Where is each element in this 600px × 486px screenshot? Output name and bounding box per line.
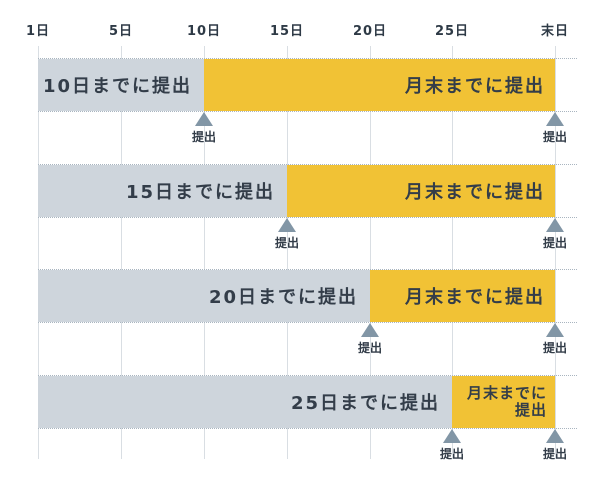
submit-marker-label: 提出 [542,236,568,250]
submit-marker-label: 提出 [542,130,568,144]
submit-arrow-icon [277,218,296,232]
late-period-label: 月末までに提出 [405,287,545,308]
early-period-label: 10日までに提出 [42,76,192,97]
early-period-bar: 20日までに提出 [38,270,370,322]
submit-marker-label: 提出 [542,447,568,461]
submit-marker-label: 提出 [357,341,383,355]
axis-label-day25: 25日 [434,24,470,39]
axis-label-day5: 5日 [108,24,134,39]
row-bottom-dotted-line [38,428,577,429]
submit-marker-lastday-row2: 提出 [543,218,567,251]
submit-arrow-icon [194,112,213,126]
timeline-row-deadline10: 10日までに提出 月末までに提出 [38,58,577,112]
submit-marker-lastday-row1: 提出 [543,112,567,145]
row-bottom-dotted-line [38,111,577,112]
gridline-day20 [370,46,371,459]
early-period-label: 25日までに提出 [290,393,440,414]
row-top-dotted-line [38,164,577,165]
axis-label-day20: 20日 [352,24,388,39]
gridline-day25 [452,46,453,459]
early-period-label: 20日までに提出 [208,287,358,308]
late-period-label: 月末までに提出 [405,182,545,203]
gridline-day15 [287,46,288,459]
submit-marker-label: 提出 [191,130,217,144]
early-period-bar: 10日までに提出 [38,59,204,111]
row-top-dotted-line [38,269,577,270]
submit-arrow-icon [545,218,564,232]
early-period-label: 15日までに提出 [125,182,275,203]
late-period-bar: 月末までに提出 [204,59,555,111]
gridline-day10 [204,46,205,459]
timeline-row-deadline20: 20日までに提出 月末までに提出 [38,269,577,323]
submit-marker-lastday-row3: 提出 [543,323,567,356]
gridline-lastday [555,46,556,459]
submit-marker-day10: 提出 [192,112,216,145]
submit-marker-label: 提出 [542,341,568,355]
row-bottom-dotted-line [38,322,577,323]
late-period-bar: 月末までに 提出 [452,376,555,428]
axis-label-day10: 10日 [186,24,222,39]
axis-label-day1: 1日 [25,24,51,39]
timeline-row-deadline25: 25日までに提出 月末までに 提出 [38,375,577,429]
submit-marker-label: 提出 [274,236,300,250]
row-top-dotted-line [38,58,577,59]
submit-arrow-icon [545,429,564,443]
submit-arrow-icon [545,112,564,126]
submit-arrow-icon [360,323,379,337]
timeline-row-deadline15: 15日までに提出 月末までに提出 [38,164,577,218]
row-top-dotted-line [38,375,577,376]
late-period-label-line2: 提出 [514,401,547,419]
axis-label-lastday: 末日 [540,24,570,39]
early-period-bar: 25日までに提出 [38,376,452,428]
late-period-label-line1: 月末までに [466,384,547,402]
gridline-day1 [38,46,39,459]
late-period-bar: 月末までに提出 [287,165,555,217]
submit-marker-day15: 提出 [275,218,299,251]
axis-label-day15: 15日 [269,24,305,39]
row-bottom-dotted-line [38,217,577,218]
submit-marker-day20: 提出 [358,323,382,356]
late-period-label: 月末までに提出 [405,76,545,97]
gridline-day5 [121,46,122,459]
early-period-bar: 15日までに提出 [38,165,287,217]
submit-marker-label: 提出 [439,447,465,461]
late-period-bar: 月末までに提出 [370,270,555,322]
submit-arrow-icon [545,323,564,337]
submit-marker-day25: 提出 [440,429,464,462]
submit-arrow-icon [442,429,461,443]
submit-marker-lastday-row4: 提出 [543,429,567,462]
